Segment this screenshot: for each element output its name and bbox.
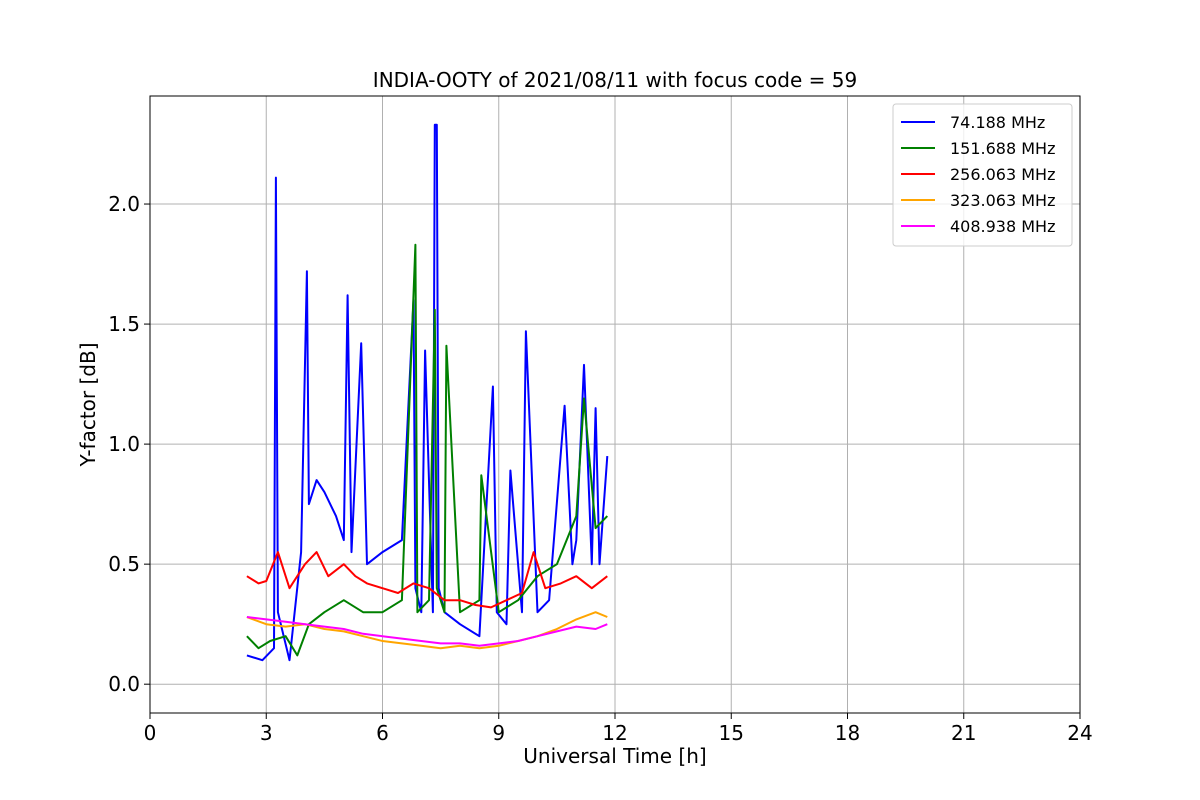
legend-label: 151.688 MHz: [950, 139, 1055, 158]
x-tick-label: 0: [144, 721, 157, 745]
x-tick-label: 18: [835, 721, 860, 745]
y-tick-label: 1.0: [108, 432, 140, 456]
x-tick-label: 6: [376, 721, 389, 745]
series-line-74-188-mhz: [246, 123, 609, 662]
y-tick-label: 2.0: [108, 192, 140, 216]
legend-label: 323.063 MHz: [950, 191, 1055, 210]
x-tick-label: 21: [951, 721, 976, 745]
y-axis-label: Y-factor [dB]: [76, 342, 100, 467]
x-tick-label: 12: [602, 721, 627, 745]
y-tick-label: 1.5: [108, 312, 140, 336]
series-layer: [246, 123, 609, 662]
y-axis-ticks: 0.0 0.5 1.0 1.5 2.0: [108, 192, 150, 696]
legend: 74.188 MHz 151.688 MHz 256.063 MHz 323.063 …: [892, 103, 1073, 247]
x-axis-ticks: 0 3 6 9 12 15 18 21 24: [144, 713, 1093, 745]
series-line-151-688-mhz: [246, 243, 609, 657]
y-tick-label: 0.5: [108, 552, 140, 576]
x-tick-label: 9: [492, 721, 505, 745]
legend-label: 408.938 MHz: [950, 217, 1055, 236]
series-line-256-063-mhz: [246, 551, 608, 609]
x-tick-label: 15: [719, 721, 744, 745]
legend-label: 256.063 MHz: [950, 165, 1055, 184]
x-tick-label: 3: [260, 721, 273, 745]
x-tick-label: 24: [1067, 721, 1092, 745]
legend-label: 74.188 MHz: [950, 113, 1045, 132]
chart-title: INDIA-OOTY of 2021/08/11 with focus code…: [373, 68, 857, 92]
x-axis-label: Universal Time [h]: [523, 744, 706, 768]
series-line-408-938-mhz: [246, 616, 608, 647]
legend-box: [892, 103, 1073, 247]
y-tick-label: 0.0: [108, 672, 140, 696]
